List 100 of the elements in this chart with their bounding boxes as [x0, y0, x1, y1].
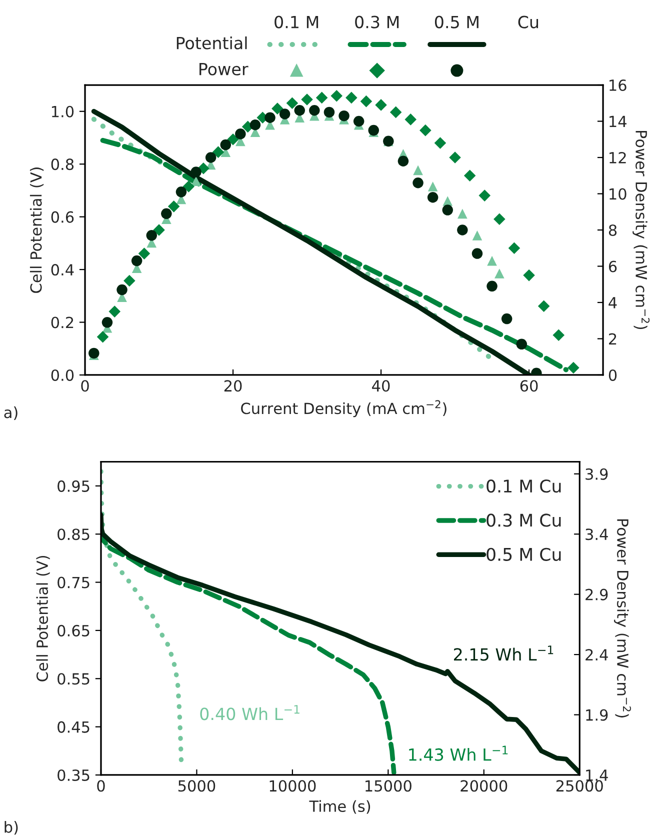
- point: [434, 137, 446, 149]
- point: [161, 208, 172, 220]
- y2-tick-label: 2: [609, 333, 616, 345]
- x-tick-label: 20000: [460, 780, 508, 792]
- point: [205, 152, 216, 163]
- point: [478, 190, 491, 202]
- point: [404, 114, 417, 126]
- point: [486, 280, 498, 292]
- text: 0.3 M: [355, 16, 399, 28]
- point: [338, 110, 350, 122]
- text: Cu: [518, 16, 538, 28]
- x-tick-label: 5000: [178, 780, 216, 792]
- y2-tick-label: 16: [610, 79, 626, 92]
- y-tick-label: 0.2: [51, 316, 74, 328]
- point: [250, 120, 261, 130]
- x-tick-label: 60: [520, 380, 538, 392]
- point: [501, 313, 512, 324]
- point: [124, 274, 136, 287]
- legend-label: 0.3 M Cu: [486, 514, 561, 527]
- point: [191, 176, 201, 186]
- y-tick-label: 0.65: [58, 624, 90, 636]
- point: [464, 170, 476, 182]
- point: [301, 94, 313, 106]
- point: [212, 146, 224, 158]
- text: 0.5 M: [434, 16, 478, 28]
- point: [420, 124, 432, 136]
- point: [413, 165, 423, 176]
- y2-tick-label: 3.9: [586, 468, 608, 480]
- y2-tick-label: 8: [608, 224, 617, 236]
- legend-label: 0.1 M Cu: [486, 480, 561, 493]
- point: [516, 338, 528, 350]
- y2-axis-title: Power Density (mW cm$^{−2}$): [614, 519, 631, 718]
- y-tick-label: 0.75: [58, 576, 90, 588]
- point: [272, 102, 284, 114]
- annotation: 1.43 Wh L$^{−1}$: [409, 746, 508, 761]
- y2-tick-label: 1.4: [586, 770, 608, 781]
- point: [279, 108, 290, 120]
- y2-tick-label: 14: [610, 116, 626, 128]
- point: [286, 97, 298, 110]
- point: [108, 306, 121, 318]
- text: a): [4, 406, 18, 420]
- point: [568, 362, 580, 374]
- y-tick-label: 0.6: [51, 211, 74, 223]
- y-axis-title: Cell Potential (V): [36, 556, 50, 682]
- y2-tick-label: 0: [608, 369, 617, 381]
- text: b): [4, 821, 18, 835]
- annotation: 2.15 Wh L$^{−1}$: [454, 646, 554, 661]
- point: [472, 248, 483, 259]
- point: [131, 255, 142, 266]
- point: [508, 242, 520, 254]
- point: [146, 230, 157, 241]
- point: [176, 186, 187, 198]
- legend-label: 0.5 M Cu: [486, 548, 561, 561]
- point: [235, 128, 246, 140]
- x-tick-label: 40: [372, 380, 390, 392]
- x-tick-label: 20: [224, 380, 242, 392]
- x-axis-title: Time (s): [309, 800, 370, 814]
- point: [102, 317, 113, 328]
- point: [360, 95, 372, 108]
- y2-tick-label: 12: [610, 152, 626, 164]
- point: [458, 208, 468, 219]
- x-tick-label: 10000: [270, 780, 316, 792]
- point: [398, 156, 409, 167]
- y2-tick-label: 3.4: [586, 528, 608, 540]
- point: [168, 200, 180, 212]
- point: [449, 152, 461, 164]
- point: [523, 269, 535, 282]
- point: [153, 224, 165, 236]
- point: [316, 92, 328, 104]
- y2-tick-label: 2.4: [586, 649, 608, 660]
- y-tick-label: 0.45: [58, 721, 90, 733]
- point: [182, 180, 195, 192]
- point: [138, 248, 150, 260]
- point: [264, 112, 276, 124]
- y-tick-label: 0.4: [51, 264, 74, 276]
- point: [390, 106, 402, 118]
- point: [346, 92, 358, 104]
- x-tick-label: 0: [81, 380, 89, 392]
- text: Potential: [176, 36, 247, 50]
- point: [116, 284, 128, 296]
- y2-tick-label: 10: [610, 188, 626, 200]
- point: [487, 256, 497, 266]
- point: [442, 204, 454, 216]
- y2-tick-label: 1.9: [586, 709, 608, 721]
- y-axis-title: Cell Potential (V): [30, 168, 44, 293]
- y2-axis-title: Power Density (mW cm$^{−2}$): [632, 130, 650, 330]
- y2-tick-label: 4: [608, 297, 617, 308]
- point: [353, 116, 364, 127]
- y-tick-label: 0.55: [58, 673, 90, 685]
- point: [324, 106, 335, 118]
- point: [220, 139, 231, 150]
- point: [96, 331, 109, 343]
- text: 0.1 M: [274, 16, 318, 28]
- point: [227, 133, 239, 146]
- point: [375, 99, 387, 111]
- point: [428, 182, 438, 192]
- point: [427, 192, 438, 203]
- point: [472, 230, 482, 240]
- annotation: 0.40 Wh L$^{−1}$: [200, 705, 300, 720]
- y2-tick-label: 6: [608, 260, 617, 272]
